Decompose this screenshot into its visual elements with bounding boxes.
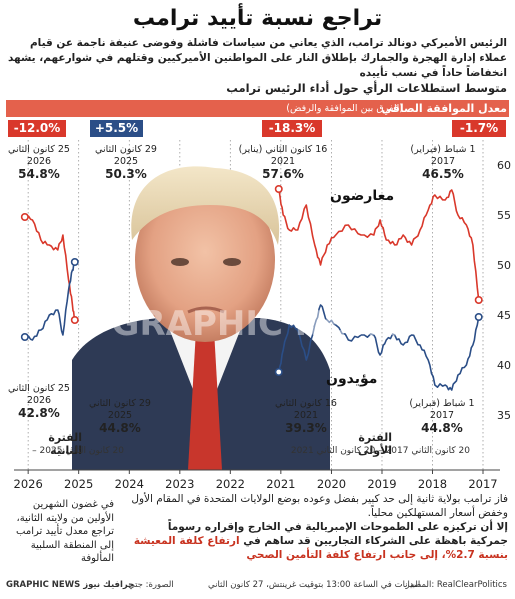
series-line-approve-term2 [24, 261, 76, 341]
x-tick-label-2019: 2019 [367, 477, 396, 491]
endpoint-marker-2021-01-16 [274, 367, 283, 376]
term2-label: الفترة الثانية [48, 431, 82, 457]
callout-year: 2025 [107, 410, 133, 421]
term2-range: 20 كانون الثاني 2025 – [32, 446, 124, 456]
x-tick-label-2024: 2024 [115, 477, 144, 491]
net-approval-band [6, 100, 509, 117]
x-tick-label-2023: 2023 [165, 477, 194, 491]
callout-date: 29 كانون الثاني [89, 398, 151, 409]
x-tick-label-2020: 2020 [317, 477, 346, 491]
callout-date: 25 كانون الثاني [8, 144, 70, 155]
callout-year: 2017 [430, 156, 456, 167]
callout-value: 44.8% [421, 421, 463, 435]
footer-paragraph-2: إلا أن تركيزه على الطموحات الإمبريالية ف… [128, 520, 508, 562]
callout-2021-top: 16 كانون الثاني (يناير) 2021 57.6% [228, 144, 338, 180]
callout-year: 2021 [270, 156, 296, 167]
callout-2026-bottom: 25 كانون الثاني 2026 42.8% [6, 383, 72, 419]
endpoint-marker-2021-01-16 [274, 185, 283, 194]
callout-2026-top: 25 كانون الثاني 2026 54.8% [8, 144, 70, 180]
callout-date: 1 شباط (فبراير) [410, 144, 476, 155]
x-tick-label-2025: 2025 [64, 477, 93, 491]
net-badge-2021: -18.3% [262, 120, 322, 137]
series-label-disapprove: معارضون [330, 188, 395, 204]
callout-value: 50.3% [105, 167, 147, 181]
net-badge-2025: +5.5% [90, 120, 143, 137]
term1-label: الفترة الأولى [357, 431, 392, 457]
callout-value: 46.5% [422, 167, 464, 181]
watermark: GRAPHIC NEWS [112, 304, 409, 344]
series-label-approve: مؤيدون [326, 371, 378, 387]
y-tick-label-40: 40 [497, 359, 511, 372]
net-approval-subtitle: (الفرق بين الموافقة والرفض) [286, 103, 403, 114]
callout-date: 1 شباط (فبراير) [409, 398, 475, 409]
x-tick-label-2022: 2022 [216, 477, 245, 491]
series-line-disapprove-term1 [277, 188, 480, 301]
net-badge-2026: -12.0% [8, 120, 66, 137]
callout-2025-top: 29 كانون الثاني 2025 50.3% [92, 144, 160, 180]
term1-range: 20 كانون الثاني 2017 – 20 كانون الثاني 2… [290, 446, 470, 456]
callout-date: 16 كانون الثاني (يناير) [238, 144, 328, 155]
brand-credit: GRAPHIC NEWS جرافيك نيوز [6, 580, 135, 590]
callout-2017-top: 1 شباط (فبراير) 2017 46.5% [400, 144, 486, 180]
footer-paragraph-1: فاز ترامب بولاية ثانية إلى حد كبير بفضل … [131, 493, 508, 519]
x-tick-label-2021: 2021 [266, 477, 295, 491]
callout-2025-bottom: 29 كانون الثاني 2025 44.8% [84, 398, 156, 434]
endpoint-marker-2025-01-29 [70, 315, 79, 324]
callout-2021-bottom: 16 كانون الثاني 2021 39.3% [270, 398, 342, 434]
callout-year: 2017 [429, 410, 455, 421]
callout-value: 42.8% [18, 406, 60, 420]
endpoint-marker-2026-01-25 [20, 213, 29, 222]
endpoint-marker-2017-02-01 [474, 295, 483, 304]
photo-credit: الصورة: جتي [128, 580, 174, 590]
net-badge-2017: -1.7% [452, 120, 506, 137]
y-tick-label-55: 55 [497, 209, 511, 222]
footer-p2-highlight: ارتفاع كلفة المعيشة بنسبة 2.7%، إلى جانب… [133, 535, 508, 561]
footer-paragraph: فاز ترامب بولاية ثانية إلى حد كبير بفضل … [128, 492, 508, 562]
chart-subtitle: متوسط استطلاعات الرأي حول أداء الرئيس تر… [226, 81, 507, 95]
data-timestamp: البيانات في الساعة 13:00 بتوقيت غرينتش، … [208, 580, 421, 590]
callout-date: 25 كانون الثاني [8, 383, 70, 394]
callout-2017-bottom: 1 شباط (فبراير) 2017 44.8% [398, 398, 486, 434]
callout-date: 29 كانون الثاني [95, 144, 157, 155]
callout-year: 2025 [113, 156, 139, 167]
y-tick-label-45: 45 [497, 309, 511, 322]
net-approval-title: معدل الموافقة الصافي [381, 102, 507, 115]
endpoint-marker-2026-01-25 [20, 332, 29, 341]
term2-note: في غضون الشهرين الأولين من ولايته الثاني… [16, 499, 114, 564]
callout-year: 2026 [26, 156, 52, 167]
endpoint-marker-2025-01-29 [70, 257, 79, 266]
callout-value: 39.3% [285, 421, 327, 435]
x-tick-label-2017: 2017 [468, 477, 497, 491]
x-tick-label-2018: 2018 [418, 477, 447, 491]
y-tick-label-60: 60 [497, 159, 511, 172]
page-title: تراجع نسبة تأييد ترامب [132, 6, 383, 31]
y-tick-label-35: 35 [497, 409, 511, 422]
callout-date: 16 كانون الثاني [275, 398, 337, 409]
endpoint-marker-2017-02-01 [474, 312, 483, 321]
callout-value: 54.8% [18, 167, 60, 181]
source-note: المصدر: RealClearPolitics [405, 580, 507, 590]
callout-year: 2026 [26, 395, 52, 406]
callout-year: 2021 [293, 410, 319, 421]
callout-value: 44.8% [99, 421, 141, 435]
series-line-approve-term1 [277, 304, 480, 391]
footer-p2-a: إلا أن تركيزه على الطموحات الإمبريالية ف… [167, 521, 508, 547]
trump-portrait [72, 166, 330, 470]
series-line-disapprove-term2 [24, 215, 76, 321]
callout-value: 57.6% [262, 167, 304, 181]
y-tick-label-50: 50 [497, 259, 511, 272]
intro-text: الرئيس الأميركي دونالد ترامب، الذي يعاني… [7, 37, 507, 79]
x-tick-label-2026: 2026 [14, 477, 43, 491]
